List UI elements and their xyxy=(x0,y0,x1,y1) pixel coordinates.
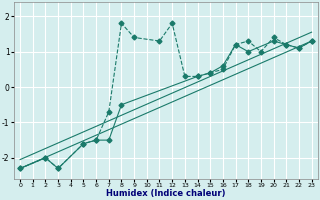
X-axis label: Humidex (Indice chaleur): Humidex (Indice chaleur) xyxy=(106,189,226,198)
